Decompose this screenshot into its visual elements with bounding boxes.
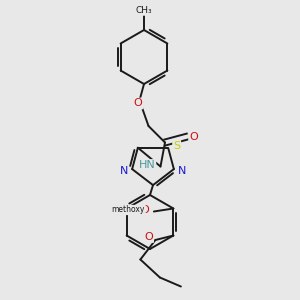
Text: O: O (189, 131, 198, 142)
Text: methoxy: methoxy (112, 206, 145, 214)
Text: O: O (134, 98, 142, 109)
Text: N: N (119, 166, 128, 176)
Text: CH₃: CH₃ (136, 6, 152, 15)
Text: O: O (140, 205, 149, 215)
Text: HN: HN (139, 160, 155, 170)
Text: N: N (178, 166, 187, 176)
Text: S: S (173, 141, 180, 151)
Text: O: O (144, 232, 153, 242)
